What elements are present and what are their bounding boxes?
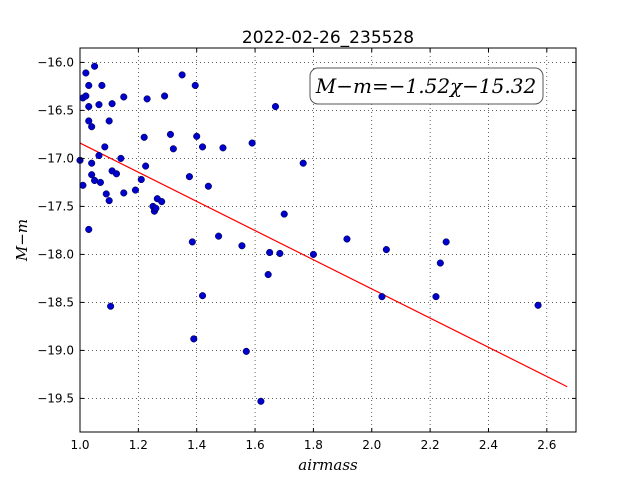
- data-point: [280, 210, 288, 218]
- data-point: [432, 293, 440, 301]
- data-point: [266, 248, 274, 257]
- data-point: [120, 189, 128, 197]
- grid: [79, 48, 576, 432]
- data-point: [143, 95, 151, 103]
- y-tick-label: −18.5: [37, 295, 74, 309]
- data-point: [343, 235, 351, 243]
- x-tick-label: 2.6: [537, 438, 556, 452]
- data-point: [91, 62, 99, 70]
- data-point: [85, 117, 93, 125]
- data-point: [215, 232, 223, 240]
- axis-ticks: 1.0 1.2 1.4 1.6 1.8 2.0 2.2 2.4 2.6 −16.0 −16.5 −17…: [37, 48, 576, 452]
- data-point: [264, 271, 272, 279]
- data-point: [98, 81, 106, 89]
- data-point: [185, 173, 193, 181]
- data-point: [101, 143, 109, 151]
- data-point: [85, 225, 93, 233]
- data-point: [193, 132, 201, 140]
- chart-title: 2022-02-26_235528: [242, 28, 414, 48]
- data-point: [238, 242, 246, 250]
- data-point: [276, 249, 284, 257]
- data-point: [534, 301, 542, 309]
- x-tick-label: 2.0: [362, 438, 381, 452]
- x-tick-label: 1.2: [129, 438, 148, 452]
- data-point: [166, 130, 174, 138]
- x-tick-label: 1.4: [187, 438, 206, 452]
- data-point: [108, 100, 116, 108]
- data-point: [190, 335, 198, 343]
- data-point: [204, 182, 212, 190]
- y-axis-label: M−m: [13, 219, 31, 262]
- data-point: [88, 159, 96, 167]
- data-point: [95, 151, 103, 160]
- data-point: [85, 81, 93, 89]
- data-point: [271, 103, 280, 111]
- data-point: [120, 93, 128, 101]
- y-tick-label: −17.5: [37, 199, 74, 213]
- data-point: [142, 162, 150, 170]
- data-point: [169, 145, 177, 153]
- data-point: [309, 250, 317, 258]
- fit-line: [79, 142, 568, 388]
- data-point: [219, 144, 227, 152]
- x-tick-label: 1.6: [246, 438, 265, 452]
- data-point: [137, 175, 145, 184]
- data-point: [178, 71, 186, 79]
- x-tick-label: 2.4: [479, 438, 498, 452]
- data-point: [82, 69, 90, 77]
- y-tick-label: −19.5: [37, 391, 74, 405]
- data-point: [158, 198, 166, 206]
- data-point: [88, 123, 96, 131]
- data-point: [299, 159, 307, 167]
- y-tick-label: −16.5: [37, 103, 74, 117]
- data-point: [140, 133, 148, 141]
- equation-annotation: M−m=−1.52χ−15.32: [309, 67, 544, 105]
- data-point: [248, 139, 256, 147]
- data-point: [382, 246, 390, 254]
- fit-line-layer: [79, 142, 568, 388]
- data-point: [161, 92, 169, 100]
- y-tick-label: −16.0: [37, 55, 74, 69]
- data-point: [112, 170, 121, 178]
- plot-frame: [79, 47, 577, 433]
- data-point: [436, 259, 444, 267]
- data-point: [198, 143, 207, 151]
- data-point: [95, 101, 103, 109]
- equation-box: [309, 67, 544, 105]
- data-points: [76, 62, 542, 405]
- data-point: [378, 293, 386, 301]
- y-tick-label: −17.0: [37, 151, 74, 165]
- data-point: [107, 302, 115, 310]
- data-point: [82, 92, 90, 100]
- data-point: [198, 292, 207, 300]
- data-point: [79, 181, 87, 189]
- data-point: [191, 81, 199, 89]
- data-point: [117, 154, 125, 162]
- equation-text: M−m=−1.52χ−15.32: [315, 74, 536, 98]
- data-point: [102, 190, 110, 198]
- data-point: [88, 171, 96, 179]
- x-axis-label: airmass: [298, 456, 358, 474]
- x-tick-label: 1.0: [70, 438, 89, 452]
- data-point: [242, 347, 250, 355]
- data-point: [257, 397, 265, 405]
- data-point: [188, 238, 196, 246]
- y-tick-label: −19.0: [37, 343, 74, 357]
- data-point: [105, 117, 113, 125]
- data-point: [442, 238, 450, 246]
- y-tick-label: −18.0: [37, 247, 74, 261]
- x-tick-label: 1.8: [304, 438, 323, 452]
- data-point: [131, 186, 139, 194]
- plot-area: 1.0 1.2 1.4 1.6 1.8 2.0 2.2 2.4 2.6 −16.0 −16.5 −17…: [37, 47, 577, 452]
- plot-background: [80, 48, 576, 432]
- data-point: [85, 103, 93, 111]
- x-tick-label: 2.2: [421, 438, 440, 452]
- data-point: [152, 204, 160, 212]
- data-point: [96, 178, 104, 186]
- data-point: [105, 197, 113, 205]
